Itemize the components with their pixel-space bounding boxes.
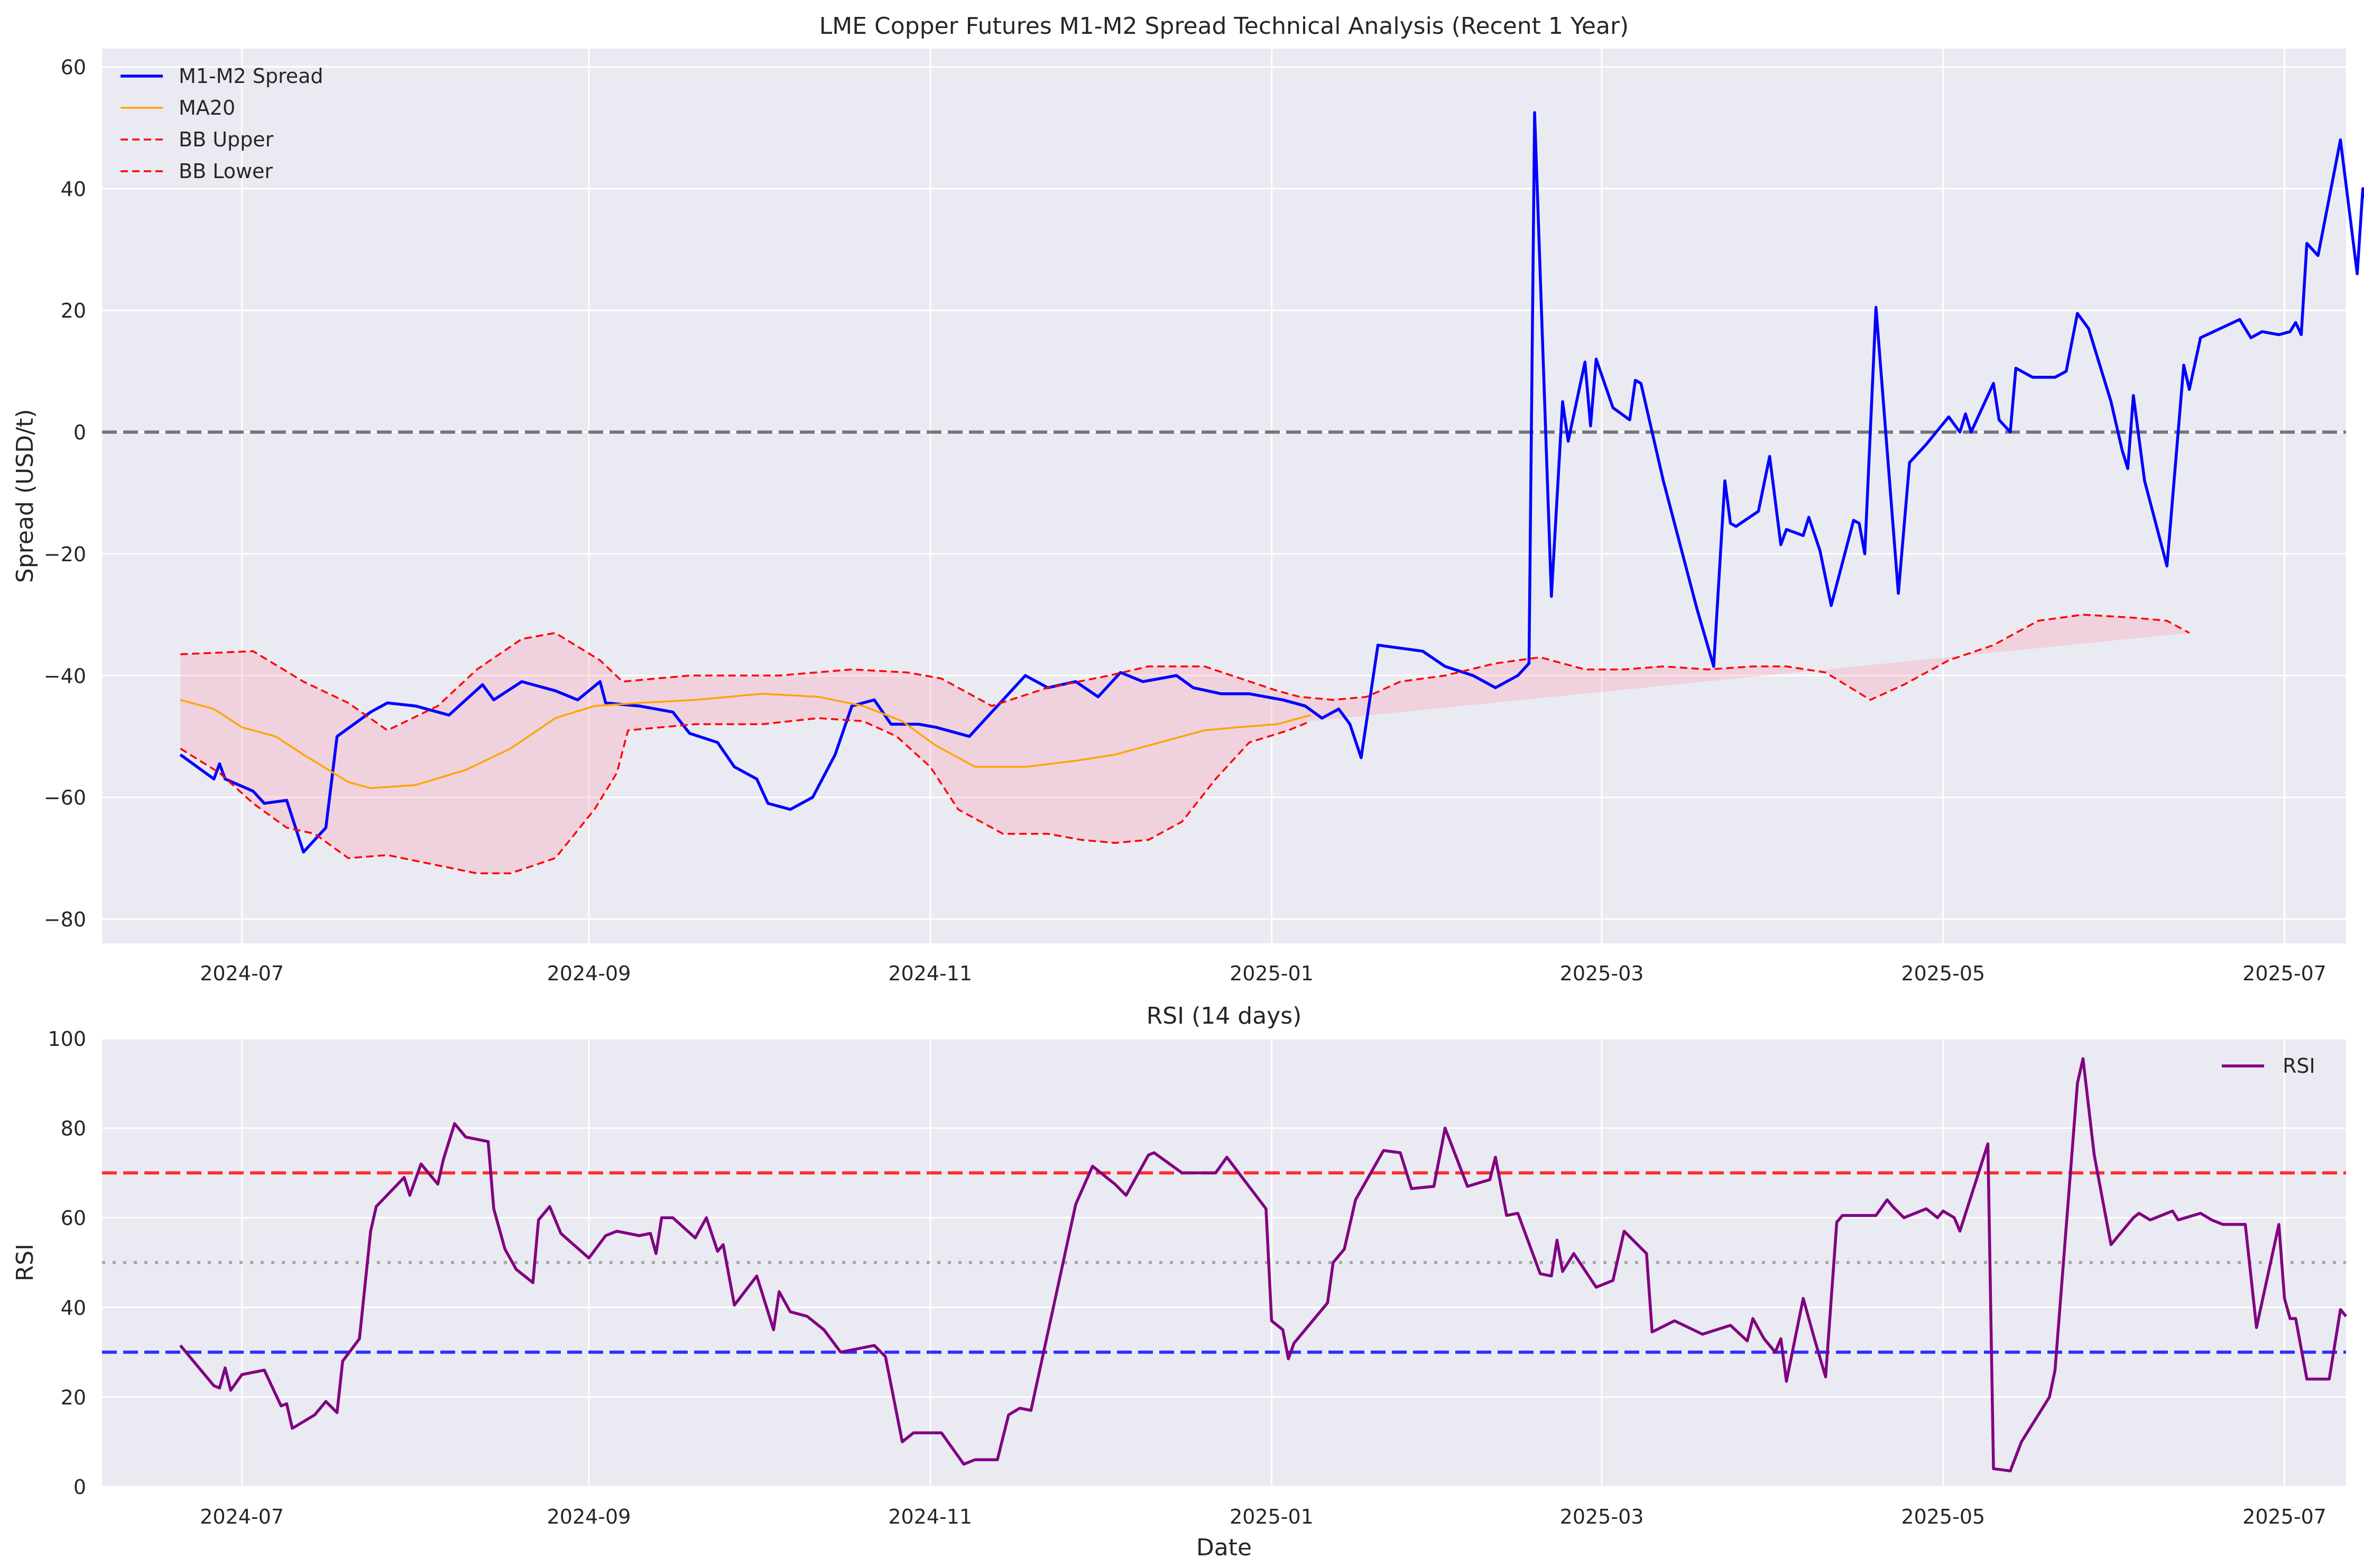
spread-plot-area [102, 49, 2346, 943]
y-tick-label: −60 [44, 786, 86, 810]
spread-y-ticks: −80 −60 −40 −20 0 20 40 60 [44, 56, 86, 931]
y-tick-label: 40 [61, 1296, 86, 1320]
y-tick-label: 40 [61, 178, 86, 201]
legend-label: BB Lower [179, 160, 273, 183]
x-tick-label: 2024-07 [200, 962, 284, 985]
rsi-y-ticks: 0 20 40 60 80 100 [48, 1027, 86, 1499]
y-tick-label: 0 [73, 1476, 86, 1499]
y-tick-label: −40 [44, 664, 86, 688]
x-tick-label: 2025-05 [1901, 962, 1985, 985]
x-tick-label: 2025-07 [2242, 1505, 2326, 1528]
y-tick-label: −80 [44, 908, 86, 931]
x-tick-label: 2025-01 [1230, 962, 1314, 985]
rsi-panel: 2024-07 2024-09 2024-11 2025-01 2025-03 2025-… [12, 1003, 2348, 1561]
y-tick-label: 100 [48, 1027, 86, 1051]
spread-legend: M1-M2 Spread MA20 BB Upper BB Lower [121, 64, 324, 183]
rsi-y-axis-label: RSI [12, 1244, 39, 1281]
rsi-x-axis-label: Date [1196, 1534, 1252, 1561]
y-tick-label: 20 [61, 299, 86, 322]
rsi-chart-title: RSI (14 days) [1147, 1003, 1302, 1029]
series-line-m1-m2-spread [179, 111, 2364, 853]
x-tick-label: 2025-05 [1901, 1505, 1985, 1528]
series-line-bb-lower [180, 717, 1312, 875]
bollinger-band-fill [180, 615, 2190, 874]
spread-panel: 2024-07 2024-09 2024-11 2025-01 2025-03 2025-… [12, 13, 2364, 985]
x-tick-label: 2025-03 [1560, 962, 1644, 985]
spread-chart-title: LME Copper Futures M1-M2 Spread Technica… [819, 13, 1629, 40]
series-line-rsi [179, 1057, 2348, 1473]
x-tick-label: 2025-03 [1560, 1505, 1644, 1528]
x-tick-label: 2024-11 [888, 962, 972, 985]
series-line-ma20 [180, 693, 1312, 790]
x-tick-label: 2024-09 [547, 962, 631, 985]
x-tick-label: 2025-07 [2242, 962, 2326, 985]
x-tick-label: 2024-11 [888, 1505, 972, 1528]
x-tick-label: 2025-01 [1230, 1505, 1314, 1528]
y-tick-label: 0 [73, 421, 86, 444]
legend-label: BB Upper [179, 128, 274, 151]
x-tick-label: 2024-07 [200, 1505, 284, 1528]
y-tick-label: −20 [44, 543, 86, 566]
y-tick-label: 80 [61, 1117, 86, 1140]
series-line-bb-upper [180, 614, 2190, 731]
spread-series [179, 111, 2364, 875]
x-tick-label: 2024-09 [547, 1505, 631, 1528]
y-tick-label: 60 [61, 1207, 86, 1230]
legend-label: RSI [2283, 1054, 2315, 1078]
spread-x-ticks: 2024-07 2024-09 2024-11 2025-01 2025-03 2025-… [200, 962, 2326, 985]
y-tick-label: 20 [61, 1386, 86, 1409]
rsi-x-ticks: 2024-07 2024-09 2024-11 2025-01 2025-03 2025-… [200, 1505, 2326, 1528]
bollinger-band-area [180, 615, 2190, 874]
legend-label: MA20 [179, 96, 235, 119]
rsi-legend: RSI [2222, 1054, 2315, 1078]
y-tick-label: 60 [61, 56, 86, 79]
rsi-reference-lines [102, 1171, 2346, 1354]
spread-y-axis-label: Spread (USD/t) [12, 409, 39, 583]
rsi-series [179, 1057, 2348, 1473]
legend-label: M1-M2 Spread [179, 64, 324, 88]
